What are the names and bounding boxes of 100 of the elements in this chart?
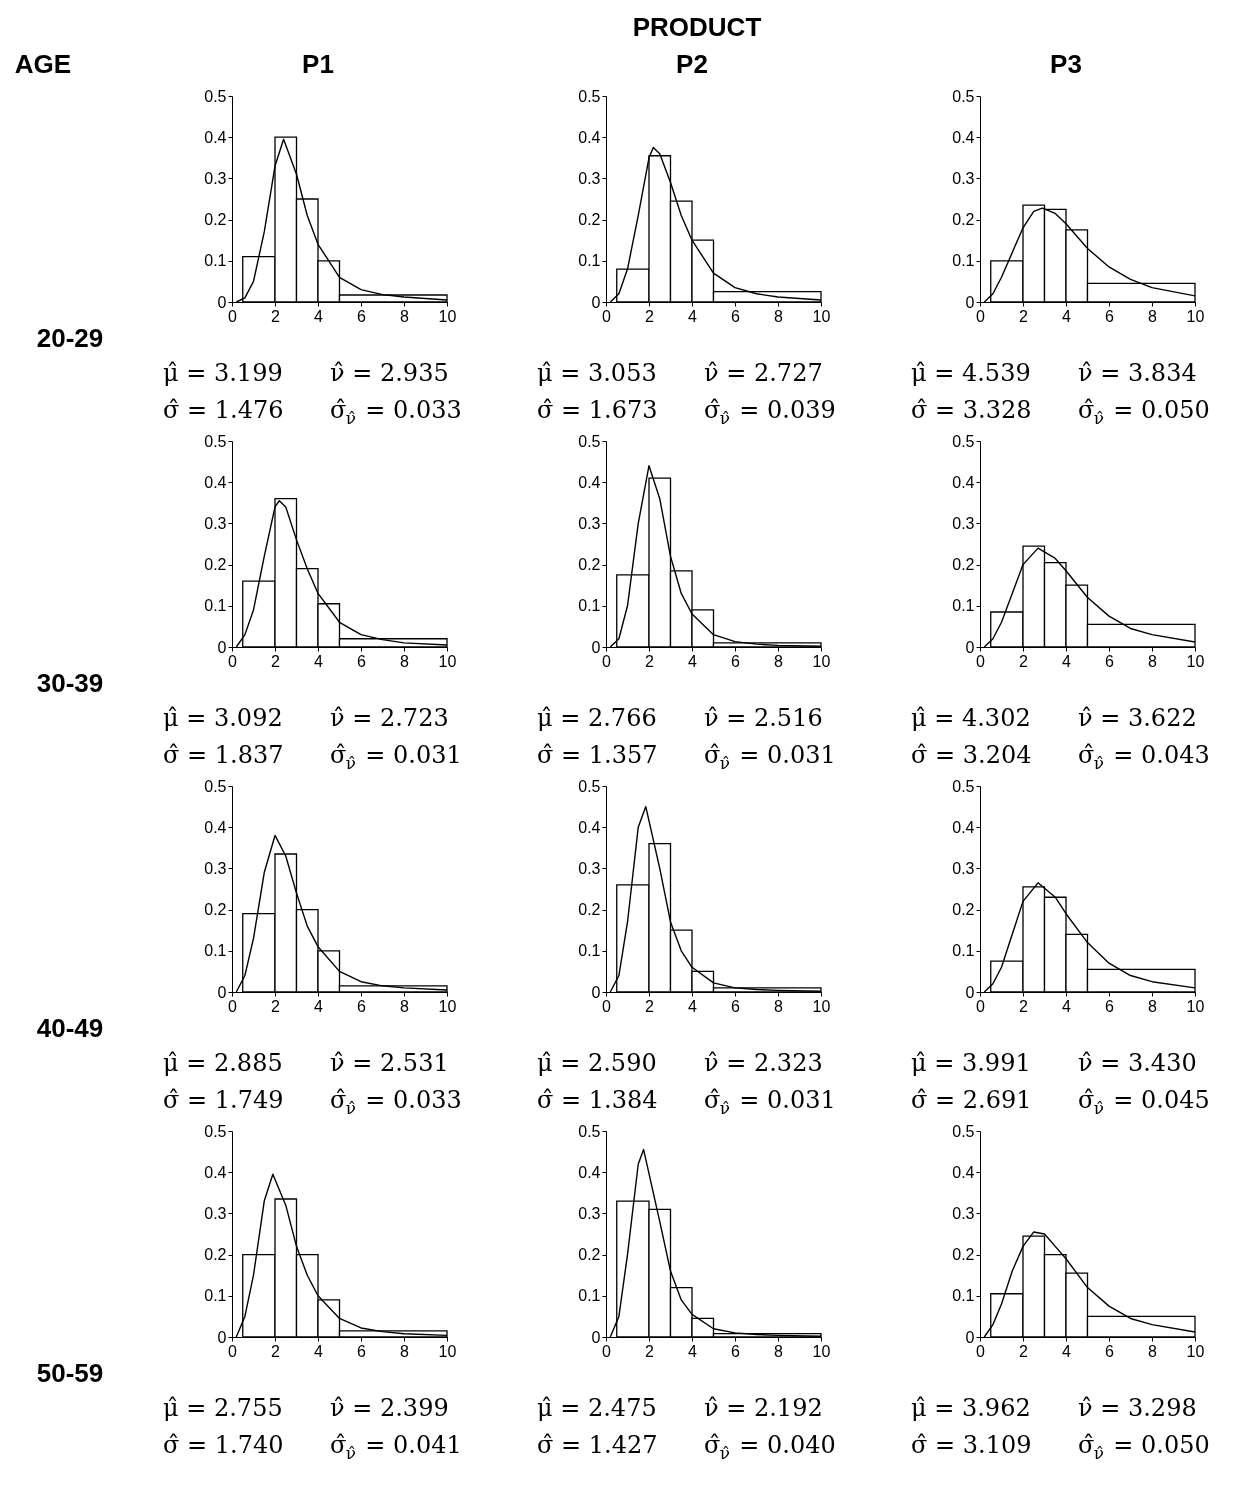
x-tick-label: 2 bbox=[271, 1342, 281, 1360]
y-tick-label: 0.3 bbox=[952, 1204, 975, 1222]
y-tick-label: 0.1 bbox=[952, 1287, 975, 1305]
x-tick-label: 0 bbox=[602, 652, 612, 670]
y-tick-label: 0 bbox=[217, 638, 227, 656]
x-tick-label: 4 bbox=[688, 1342, 698, 1360]
x-tick-label: 8 bbox=[400, 307, 410, 325]
x-tick-label: 8 bbox=[774, 307, 784, 325]
text: 50-59 bbox=[36, 1358, 104, 1388]
x-tick-label: 4 bbox=[314, 652, 324, 670]
x-tick-label: 10 bbox=[1186, 307, 1205, 325]
x-tick-label: 10 bbox=[438, 997, 457, 1015]
text: μ̂ = 2.885 bbox=[163, 1049, 283, 1077]
text: σ̂ = 1.427 bbox=[537, 1431, 658, 1459]
y-tick-label: 0.1 bbox=[578, 942, 601, 960]
x-tick-label: 6 bbox=[1105, 997, 1115, 1015]
text: σ̂ = 1.476 bbox=[163, 396, 284, 424]
y-tick-label: 0.3 bbox=[204, 859, 227, 877]
y-tick-label: 0.5 bbox=[952, 777, 975, 795]
y-tick-label: 0.3 bbox=[578, 514, 601, 532]
y-tick-label: 0.1 bbox=[204, 942, 227, 960]
text: σ̂ = 1.749 bbox=[163, 1086, 284, 1114]
text: σ̂ = 1.357 bbox=[537, 741, 658, 769]
y-tick-label: 0.2 bbox=[952, 901, 975, 919]
x-tick-label: 2 bbox=[645, 307, 655, 325]
y-tick-label: 0.1 bbox=[952, 597, 975, 615]
text: PRODUCT bbox=[632, 12, 762, 42]
x-tick-label: 10 bbox=[438, 652, 457, 670]
y-tick-label: 0.1 bbox=[204, 1287, 227, 1305]
x-tick-label: 4 bbox=[688, 997, 698, 1015]
y-tick-label: 0.3 bbox=[952, 169, 975, 187]
text: μ̂ = 2.475 bbox=[537, 1394, 657, 1422]
x-tick-label: 8 bbox=[774, 997, 784, 1015]
x-tick-label: 4 bbox=[688, 307, 698, 325]
y-tick-label: 0.2 bbox=[578, 211, 601, 229]
text: μ̂ = 3.991 bbox=[911, 1049, 1031, 1077]
y-tick-label: 0.4 bbox=[204, 473, 227, 491]
text: σ̂ = 2.691 bbox=[911, 1086, 1032, 1114]
y-tick-label: 0.1 bbox=[204, 252, 227, 270]
x-tick-label: 8 bbox=[1148, 652, 1158, 670]
y-tick-label: 0 bbox=[591, 293, 601, 311]
x-tick-label: 2 bbox=[271, 652, 281, 670]
y-tick-label: 0.4 bbox=[578, 1163, 601, 1181]
text: ν̂ = 3.430 bbox=[1078, 1049, 1197, 1077]
x-tick-label: 0 bbox=[602, 307, 612, 325]
text: ν̂ = 3.622 bbox=[1078, 704, 1197, 732]
x-tick-label: 10 bbox=[438, 307, 457, 325]
x-tick-label: 6 bbox=[731, 1342, 741, 1360]
y-tick-label: 0.3 bbox=[578, 859, 601, 877]
x-tick-label: 2 bbox=[1019, 652, 1029, 670]
y-tick-label: 0.4 bbox=[952, 818, 975, 836]
x-tick-label: 10 bbox=[1186, 1342, 1205, 1360]
x-tick-label: 10 bbox=[1186, 652, 1205, 670]
x-tick-label: 6 bbox=[357, 652, 367, 670]
x-tick-label: 2 bbox=[1019, 1342, 1029, 1360]
text: σ̂ = 3.328 bbox=[911, 396, 1032, 424]
y-tick-label: 0.3 bbox=[204, 514, 227, 532]
text: μ̂ = 4.539 bbox=[911, 359, 1031, 387]
y-tick-label: 0.3 bbox=[952, 514, 975, 532]
x-tick-label: 4 bbox=[314, 1342, 324, 1360]
x-tick-label: 0 bbox=[228, 997, 238, 1015]
x-tick-label: 4 bbox=[1062, 652, 1072, 670]
x-tick-label: 8 bbox=[774, 652, 784, 670]
x-tick-label: 8 bbox=[774, 1342, 784, 1360]
x-tick-label: 8 bbox=[400, 652, 410, 670]
x-tick-label: 8 bbox=[400, 1342, 410, 1360]
y-tick-label: 0.4 bbox=[952, 128, 975, 146]
x-tick-label: 2 bbox=[1019, 307, 1029, 325]
x-tick-label: 4 bbox=[688, 652, 698, 670]
x-tick-label: 6 bbox=[731, 997, 741, 1015]
y-tick-label: 0.4 bbox=[204, 818, 227, 836]
x-tick-label: 8 bbox=[1148, 307, 1158, 325]
y-tick-label: 0.3 bbox=[204, 169, 227, 187]
text: μ̂ = 3.053 bbox=[537, 359, 657, 387]
text: μ̂ = 2.766 bbox=[537, 704, 657, 732]
y-tick-label: 0 bbox=[591, 983, 601, 1001]
x-tick-label: 6 bbox=[357, 997, 367, 1015]
x-tick-label: 4 bbox=[1062, 1342, 1072, 1360]
y-tick-label: 0.2 bbox=[578, 1246, 601, 1264]
text: μ̂ = 4.302 bbox=[911, 704, 1031, 732]
y-tick-label: 0.2 bbox=[204, 556, 227, 574]
x-tick-label: 2 bbox=[645, 997, 655, 1015]
y-tick-label: 0.5 bbox=[204, 777, 227, 795]
x-tick-label: 10 bbox=[1186, 997, 1205, 1015]
text: P3 bbox=[1050, 49, 1082, 79]
x-tick-label: 0 bbox=[228, 307, 238, 325]
text: ν̂ = 2.192 bbox=[704, 1394, 823, 1422]
y-tick-label: 0.5 bbox=[578, 1122, 601, 1140]
text: 20-29 bbox=[36, 323, 104, 353]
x-tick-label: 6 bbox=[731, 307, 741, 325]
x-tick-label: 0 bbox=[976, 652, 986, 670]
x-tick-label: 2 bbox=[645, 1342, 655, 1360]
x-tick-label: 6 bbox=[731, 652, 741, 670]
y-tick-label: 0.2 bbox=[952, 556, 975, 574]
text: ν̂ = 3.298 bbox=[1078, 1394, 1197, 1422]
y-tick-label: 0.1 bbox=[578, 252, 601, 270]
text: σ̂ = 3.204 bbox=[911, 741, 1032, 769]
y-tick-label: 0.4 bbox=[952, 1163, 975, 1181]
text: μ̂ = 2.755 bbox=[163, 1394, 283, 1422]
y-tick-label: 0.2 bbox=[578, 901, 601, 919]
